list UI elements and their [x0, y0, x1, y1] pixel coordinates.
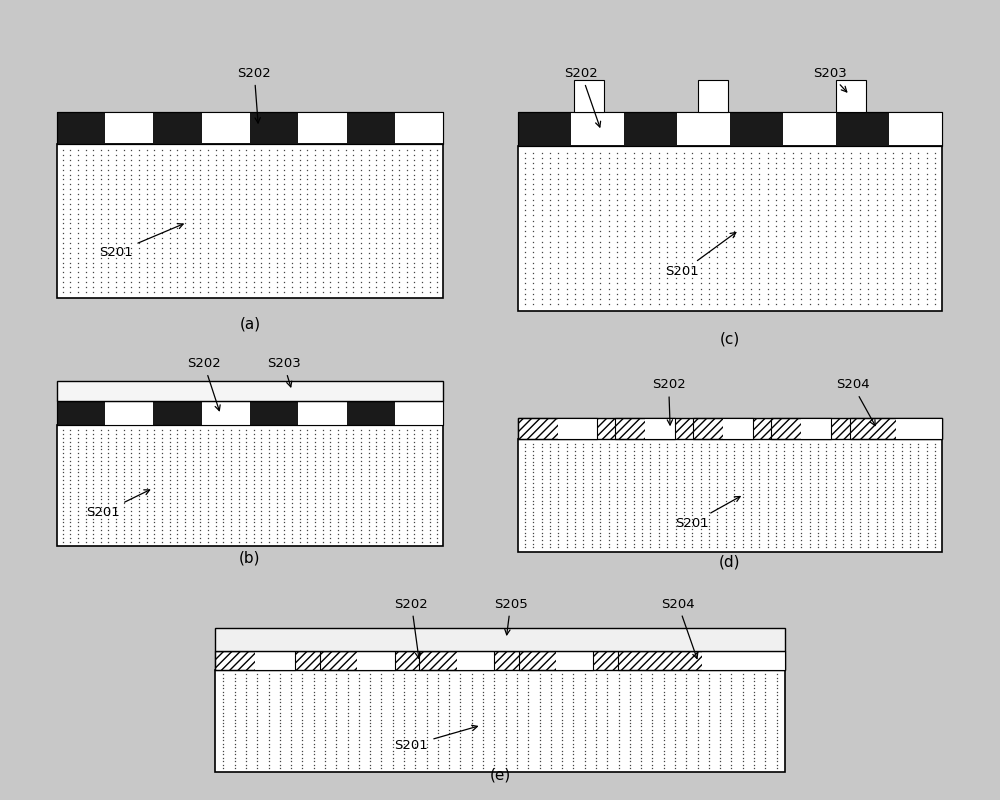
Bar: [320, 650, 395, 670]
Bar: [693, 418, 753, 439]
Bar: [518, 146, 942, 311]
Text: S201: S201: [86, 490, 150, 519]
Text: S205: S205: [494, 598, 528, 635]
Bar: [457, 651, 494, 670]
Text: S201: S201: [99, 224, 183, 259]
Bar: [57, 401, 443, 426]
Bar: [255, 651, 295, 670]
Bar: [419, 650, 494, 670]
Bar: [215, 628, 785, 650]
Bar: [419, 650, 494, 670]
Bar: [105, 402, 153, 425]
Text: S202: S202: [564, 67, 601, 127]
Bar: [571, 112, 624, 145]
Bar: [57, 401, 443, 426]
Bar: [298, 402, 347, 425]
Bar: [556, 651, 593, 670]
Bar: [519, 650, 593, 670]
Bar: [57, 112, 443, 144]
Bar: [215, 670, 785, 772]
Bar: [723, 418, 753, 439]
Bar: [558, 418, 597, 439]
Bar: [574, 80, 604, 111]
Bar: [57, 381, 443, 401]
Bar: [395, 402, 443, 425]
Bar: [702, 651, 785, 670]
Text: S204: S204: [836, 378, 875, 426]
Bar: [693, 418, 753, 439]
Bar: [771, 418, 831, 439]
Text: (d): (d): [719, 555, 741, 570]
Bar: [783, 112, 836, 145]
Bar: [395, 113, 443, 143]
Text: S201: S201: [675, 497, 740, 530]
Bar: [518, 418, 597, 439]
Bar: [677, 112, 730, 145]
Bar: [518, 439, 942, 552]
Bar: [105, 113, 153, 143]
Text: S202: S202: [395, 598, 428, 658]
Text: (a): (a): [239, 317, 261, 332]
Bar: [850, 418, 942, 439]
Bar: [618, 650, 785, 670]
Bar: [618, 650, 785, 670]
Bar: [202, 113, 250, 143]
Bar: [357, 651, 395, 670]
Bar: [57, 112, 443, 144]
Bar: [202, 402, 250, 425]
Bar: [298, 113, 347, 143]
Bar: [518, 418, 597, 439]
Bar: [215, 650, 295, 670]
Bar: [889, 112, 942, 145]
Bar: [518, 111, 942, 146]
Text: S204: S204: [661, 598, 698, 658]
Bar: [698, 80, 728, 111]
Bar: [896, 418, 942, 439]
Bar: [57, 426, 443, 546]
Bar: [519, 650, 593, 670]
Text: S201: S201: [395, 726, 477, 752]
Bar: [518, 418, 942, 439]
Text: (c): (c): [720, 332, 740, 347]
Bar: [836, 80, 866, 111]
Text: S203: S203: [813, 67, 847, 92]
Bar: [645, 418, 675, 439]
Text: S203: S203: [267, 357, 301, 387]
Text: S202: S202: [237, 66, 271, 123]
Bar: [801, 418, 831, 439]
Bar: [215, 650, 785, 670]
Text: S202: S202: [187, 357, 221, 410]
Bar: [615, 418, 675, 439]
Bar: [215, 650, 295, 670]
Bar: [771, 418, 831, 439]
Text: S201: S201: [666, 233, 736, 278]
Text: (b): (b): [239, 551, 261, 566]
Bar: [57, 144, 443, 298]
Bar: [518, 111, 942, 146]
Text: S202: S202: [652, 378, 686, 425]
Text: (e): (e): [489, 767, 511, 782]
Bar: [320, 650, 395, 670]
Bar: [850, 418, 942, 439]
Bar: [615, 418, 675, 439]
